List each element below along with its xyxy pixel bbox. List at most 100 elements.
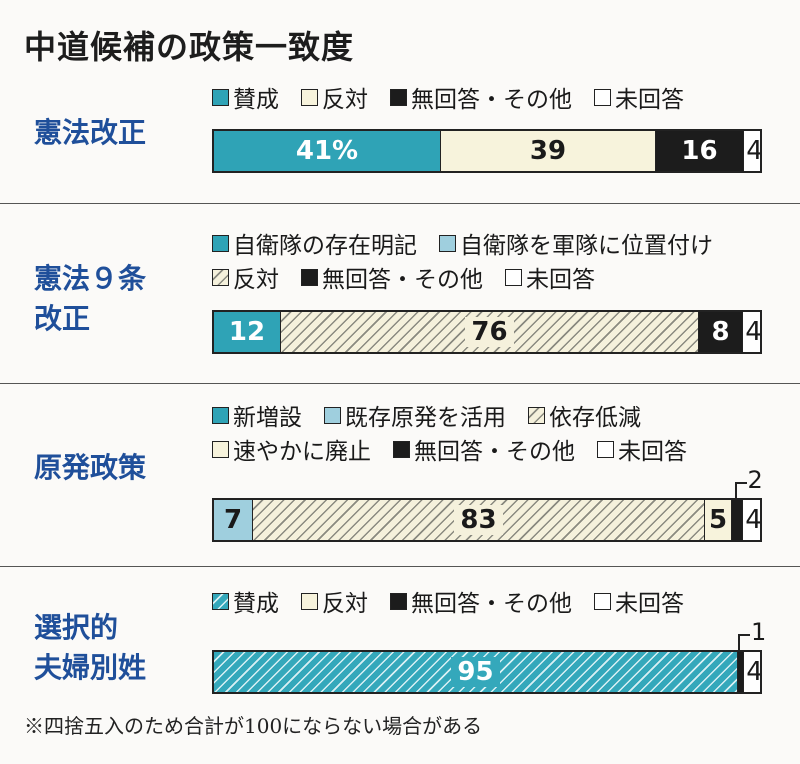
section-label-line: 憲法改正 [34,116,147,149]
bar-segment: 7 [214,500,252,540]
legend-swatch [393,440,410,458]
legend-item: 未回答 [597,432,687,466]
legend-item: 未回答 [594,584,684,618]
legend-label: 未回答 [615,87,684,113]
bar-segment: 4 [742,312,762,352]
legend-label: 自衛隊を軍隊に位置付け [460,233,713,259]
bar-value-label: 76 [465,317,514,347]
bar-value-label: 39 [529,136,567,166]
legend-swatch [528,406,545,424]
footnote: ※四捨五入のため合計が100にならない場合がある [24,714,483,738]
legend-row: 新増設 既存原発を活用 依存低減 [212,398,663,432]
bar-segment: 4 [742,500,762,540]
legend-swatch [505,268,522,286]
legend-swatch [594,88,611,106]
legend-swatch [594,592,611,610]
legend-row: 速やかに廃止 無回答・その他 未回答 [212,432,709,466]
legend-row: 反対 無回答・その他 未回答 [212,260,617,294]
legend-label: 反対 [233,267,279,293]
section-label-line: 原発政策 [34,451,147,484]
legend-item: 無回答・その他 [301,260,483,294]
legend-swatch [390,88,407,106]
bar-value-label: 12 [228,317,266,347]
section-divider [0,566,800,567]
legend-label: 自衛隊の存在明記 [233,233,417,259]
legend-item: 速やかに廃止 [212,432,371,466]
bar-segment: 5 [704,500,731,540]
legend-swatch [439,234,456,252]
bar-segment: 95 [214,652,737,692]
legend-swatch [212,268,229,286]
legend-item: 自衛隊を軍隊に位置付け [439,226,713,260]
legend-label: 未回答 [618,439,687,465]
section-label: 選択的 夫婦別姓 [34,608,146,688]
legend-item: 賛成 [212,80,279,114]
legend-label: 無回答・その他 [414,439,575,465]
legend-label: 無回答・その他 [411,87,572,113]
legend-swatch [212,440,229,458]
callout-value-label: 2 [747,466,763,494]
legend-swatch [301,592,318,610]
bar-value-label: 4 [745,317,762,347]
bar-segment: 76 [280,312,698,352]
section-label-line: 憲法９条 [34,262,147,295]
bar-segment: 12 [214,312,280,352]
legend-item: 賛成 [212,584,279,618]
bar-segment: 4 [743,131,762,171]
legend-swatch [212,88,229,106]
bar-segment [731,500,742,540]
legend-swatch [597,440,614,458]
bar-segment: 39 [440,131,655,171]
bar-value-label: 4 [746,136,762,166]
legend-row: 賛成 反対 無回答・その他 未回答 [212,584,706,618]
stacked-bar: 12 76 8 4 [212,310,762,354]
legend-label: 未回答 [615,591,684,617]
bar-value-label: 83 [454,505,503,535]
legend-row: 自衛隊の存在明記 自衛隊を軍隊に位置付け [212,226,735,260]
bar-segment: 8 [698,312,742,352]
bar-value-label: 16 [681,136,718,166]
legend-label: 速やかに廃止 [233,439,371,465]
legend-label: 賛成 [233,87,279,113]
stacked-bar: 95 4 [212,650,762,694]
legend-swatch [301,268,318,286]
stacked-bar: 7 83 5 4 [212,498,762,542]
section-label: 原発政策 [34,448,146,488]
bar-value-label: 4 [746,657,762,687]
legend-label: 無回答・その他 [411,591,572,617]
bar-segment: 41% [214,131,440,171]
section-label-line: 選択的 [34,611,119,644]
legend-swatch [390,592,407,610]
stacked-bar: 41% 39 16 4 [212,129,762,173]
bar-value-label: 41% [295,136,359,166]
legend-item: 反対 [301,80,368,114]
legend-label: 既存原発を活用 [345,405,506,431]
legend-item: 未回答 [594,80,684,114]
legend-item: 未回答 [505,260,595,294]
legend-label: 反対 [322,591,368,617]
legend-swatch [212,234,229,252]
legend-item: 自衛隊の存在明記 [212,226,417,260]
section-divider [0,203,800,204]
legend-item: 依存低減 [528,398,641,432]
legend-swatch [212,406,229,424]
legend-item: 無回答・その他 [390,80,572,114]
callout-line [738,634,750,652]
legend-label: 無回答・その他 [322,267,483,293]
bar-value-label: 5 [708,505,728,535]
bar-value-label: 4 [745,505,762,535]
legend-item: 無回答・その他 [393,432,575,466]
section-label-line: 夫婦別姓 [34,651,147,684]
callout-line [734,482,747,500]
bar-segment: 4 [743,652,762,692]
section-label: 憲法９条 改正 [34,259,146,339]
legend-label: 依存低減 [549,405,641,431]
legend-swatch [324,406,341,424]
legend-item: 無回答・その他 [390,584,572,618]
callout-value-label: 1 [751,618,767,646]
legend-swatch [212,592,229,610]
legend-row: 賛成 反対 無回答・その他 未回答 [212,80,706,114]
legend-item: 既存原発を活用 [324,398,506,432]
legend-item: 反対 [212,260,279,294]
legend-label: 新増設 [233,405,302,431]
